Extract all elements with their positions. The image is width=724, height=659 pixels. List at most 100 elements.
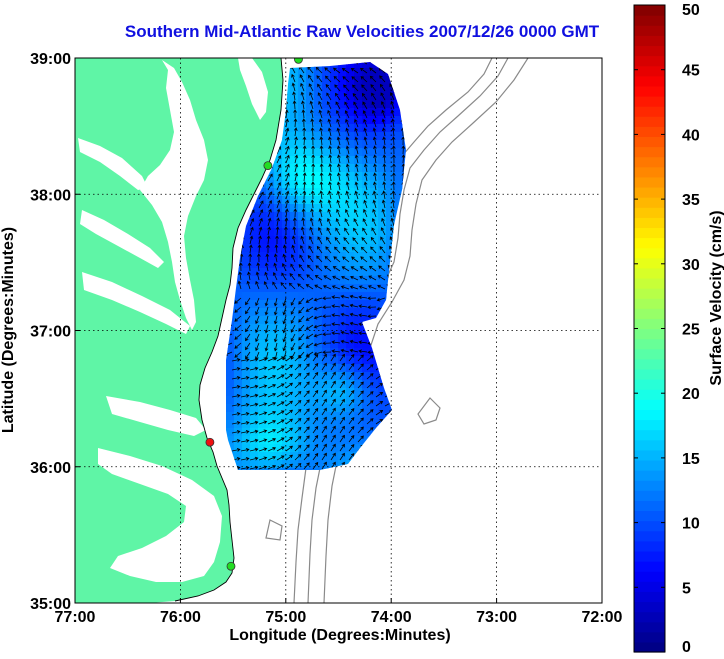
colorbar-segment (634, 85, 665, 97)
colorbar-segment (634, 106, 665, 117)
colorbar-tick-label: 30 (682, 257, 700, 274)
colorbar-segment (634, 510, 665, 522)
colorbar-segment (634, 55, 665, 67)
colorbar-tick-label: 45 (682, 63, 700, 80)
colorbar-segment (634, 601, 665, 613)
colorbar-segment (634, 470, 665, 481)
colorbar-segment (634, 257, 665, 269)
colorbar-segment (634, 136, 665, 148)
colorbar-segment (634, 217, 665, 229)
colorbar-segment (634, 156, 665, 168)
colorbar-segment (634, 641, 665, 653)
y-tick-label: 39:00 (30, 51, 71, 68)
colorbar-segment (634, 540, 665, 552)
colorbar-segment (634, 176, 665, 188)
x-tick-label: 75:00 (265, 609, 306, 626)
y-tick-label: 38:00 (30, 187, 71, 204)
y-tick-label: 35:00 (30, 596, 71, 613)
colorbar-segment (634, 237, 665, 249)
bay-delaware (238, 58, 268, 120)
y-tick-label: 37:00 (30, 324, 71, 341)
colorbar-tick-label: 10 (682, 516, 700, 533)
x-axis-label: Longitude (Degrees:Minutes) (229, 627, 450, 644)
colorbar-tick-label: 50 (682, 2, 700, 19)
colorbar-segment (634, 348, 665, 360)
colorbar-tick-label: 20 (682, 386, 700, 403)
bay-chesapeake (140, 60, 208, 330)
colorbar-segment (634, 389, 665, 400)
colorbar-segment (634, 45, 665, 57)
colorbar-segment (634, 277, 665, 289)
colorbar-segment (634, 207, 665, 218)
colorbar-segment (634, 75, 665, 87)
colorbar-segment (634, 368, 665, 380)
colorbar-segment (634, 550, 665, 562)
y-tick-label: 36:00 (30, 460, 71, 477)
colorbar-segment (634, 65, 665, 77)
colorbar-segment (634, 490, 665, 501)
x-tick-label: 73:00 (476, 609, 517, 626)
bay-pamlico (98, 448, 222, 582)
bay-york-james (82, 272, 190, 334)
colorbar-segment (634, 35, 665, 47)
x-tick-label: 76:00 (160, 609, 201, 626)
radar-station-marker (263, 161, 273, 171)
map-area (75, 58, 602, 603)
colorbar-tick-label: 0 (682, 639, 691, 656)
radar-station-marker (226, 561, 236, 571)
colorbar-segment (634, 247, 665, 259)
colorbar-segment (634, 338, 665, 350)
colorbar-segment (634, 116, 665, 127)
colorbar-segment (634, 429, 665, 441)
colorbar-segment (634, 459, 665, 471)
colorbar-segment (634, 358, 665, 370)
colorbar-segment (634, 227, 665, 239)
x-tick-label: 77:00 (55, 609, 96, 626)
colorbar-segment (634, 379, 665, 390)
coastline (174, 58, 284, 602)
colorbar-segment (634, 288, 665, 299)
radar-station-marker (205, 437, 215, 447)
radar-stations (205, 58, 303, 571)
colorbar-segment (634, 186, 665, 198)
colorbar-segment (634, 15, 665, 26)
colorbar-ticks: 0 5 10 15 20 25 30 35 40 45 50 (634, 2, 700, 656)
colorbar-segment (634, 480, 665, 491)
colorbar-tick-label: 5 (682, 580, 691, 597)
bay-potomac (78, 138, 148, 190)
colorbar-segment (634, 520, 665, 532)
colorbar-segment (634, 449, 665, 461)
colorbar-segment (634, 146, 665, 158)
colorbar-segment (634, 581, 665, 592)
colorbar-segment (634, 95, 665, 107)
colorbar-segment (634, 25, 665, 36)
colorbar-tick-label: 15 (682, 451, 700, 468)
y-axis-ticks: 35:00 36:00 37:00 38:00 39:00 (30, 51, 80, 613)
colorbar-segment (634, 530, 665, 542)
colorbar-tick-label: 35 (682, 192, 700, 209)
colorbar-segment (634, 591, 665, 603)
colorbar (634, 5, 665, 653)
colorbar-segment (634, 318, 665, 330)
colorbar-segment (634, 267, 665, 279)
colorbar-segment (634, 561, 665, 572)
colorbar-segment (634, 611, 665, 623)
colorbar-tick-label: 25 (682, 322, 700, 339)
x-axis-ticks: 77:00 76:00 75:00 74:00 73:00 72:00 (55, 598, 623, 626)
colorbar-segment (634, 419, 665, 431)
bay-rappahannock (80, 210, 164, 268)
colorbar-segment (634, 571, 665, 582)
colorbar-segment (634, 500, 665, 512)
colorbar-segment (634, 308, 665, 319)
colorbar-segment (634, 631, 665, 643)
radar-station-marker (294, 58, 303, 64)
colorbar-segment (634, 399, 665, 410)
colorbar-segment (634, 126, 665, 138)
chart-title: Southern Mid-Atlantic Raw Velocities 200… (124, 22, 600, 41)
bay-albemarle (106, 396, 206, 436)
colorbar-segment (634, 166, 665, 178)
colorbar-segment (634, 5, 665, 16)
grid-lines (75, 58, 602, 603)
colorbar-segment (634, 328, 665, 340)
